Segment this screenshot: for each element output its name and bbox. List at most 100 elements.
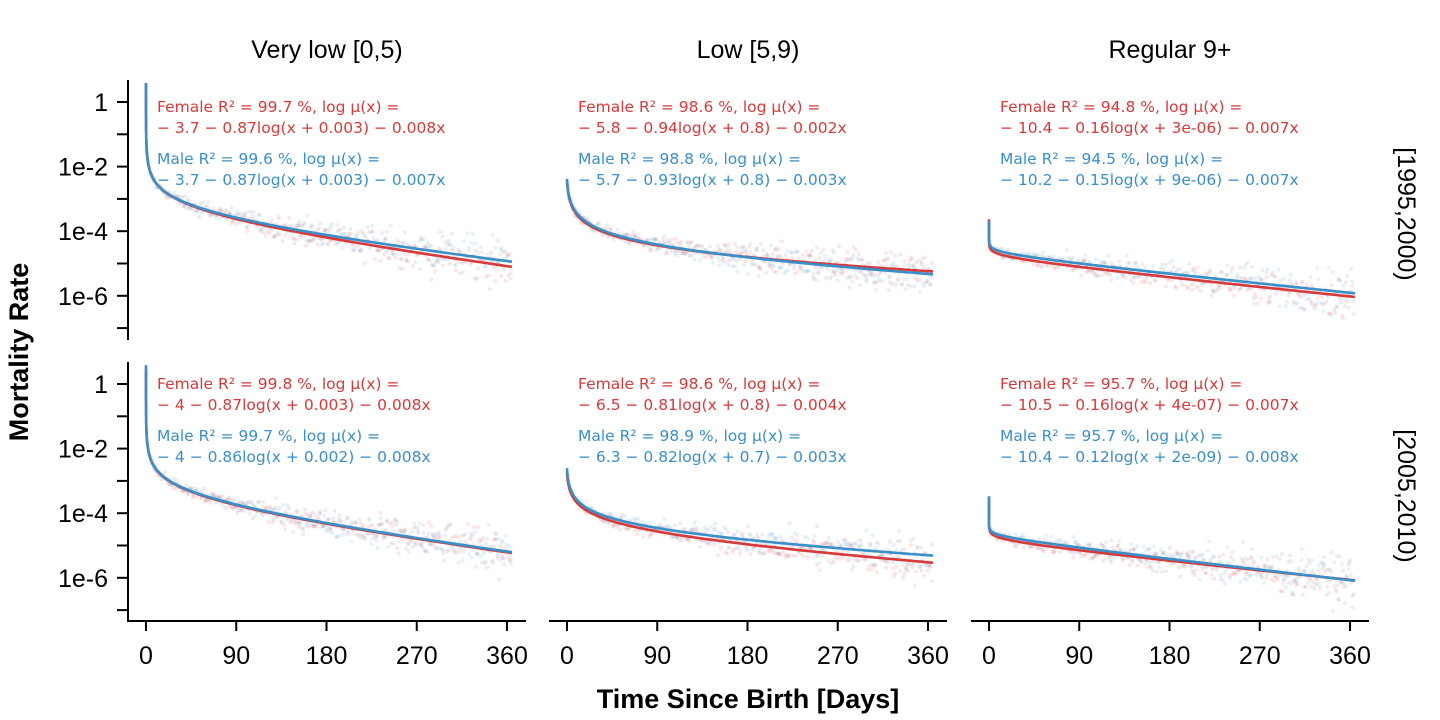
data-point bbox=[1325, 584, 1330, 589]
data-point bbox=[1037, 252, 1042, 257]
data-point bbox=[781, 262, 786, 266]
data-point bbox=[1222, 571, 1227, 576]
data-point bbox=[317, 510, 322, 515]
data-point bbox=[469, 240, 474, 245]
data-point bbox=[1294, 281, 1299, 286]
x-tick-label: 270 bbox=[396, 642, 438, 670]
data-point bbox=[749, 262, 754, 267]
data-point bbox=[288, 520, 293, 525]
data-point bbox=[790, 255, 795, 260]
data-point bbox=[1295, 581, 1300, 586]
data-point bbox=[206, 199, 211, 204]
data-point bbox=[1333, 310, 1338, 315]
data-point bbox=[383, 528, 388, 532]
data-point bbox=[692, 257, 697, 262]
data-point bbox=[843, 542, 848, 547]
data-point bbox=[921, 264, 926, 269]
data-point bbox=[1341, 584, 1346, 589]
data-point bbox=[1310, 558, 1314, 563]
data-point bbox=[921, 284, 926, 289]
data-point bbox=[1319, 560, 1324, 565]
data-point bbox=[1087, 543, 1092, 548]
data-point bbox=[370, 522, 375, 527]
data-point bbox=[872, 280, 877, 285]
data-point bbox=[828, 541, 832, 546]
data-point bbox=[1117, 548, 1122, 552]
data-point bbox=[1091, 269, 1095, 274]
data-point bbox=[418, 543, 423, 547]
data-point bbox=[1238, 579, 1243, 584]
data-point bbox=[1046, 254, 1051, 259]
data-point bbox=[873, 546, 878, 550]
data-point bbox=[392, 517, 397, 522]
data-point bbox=[715, 553, 720, 558]
data-point bbox=[315, 242, 320, 247]
data-point bbox=[1083, 258, 1088, 263]
data-point bbox=[182, 194, 187, 199]
data-point bbox=[1190, 569, 1195, 573]
data-point bbox=[1252, 276, 1257, 281]
data-point bbox=[787, 553, 792, 558]
data-point bbox=[1289, 559, 1294, 564]
data-point bbox=[1208, 268, 1213, 273]
data-point bbox=[1141, 544, 1146, 549]
data-point bbox=[792, 531, 797, 536]
data-point bbox=[270, 520, 275, 525]
data-point bbox=[1092, 554, 1097, 559]
data-point bbox=[1310, 283, 1314, 288]
data-point bbox=[427, 258, 432, 263]
data-point bbox=[1100, 543, 1105, 548]
data-point bbox=[722, 260, 727, 265]
data-point bbox=[379, 522, 384, 527]
data-point bbox=[619, 515, 624, 520]
data-point bbox=[803, 534, 808, 539]
data-point bbox=[1031, 545, 1035, 550]
data-point bbox=[467, 245, 471, 250]
data-point bbox=[1040, 264, 1045, 269]
data-point bbox=[1261, 564, 1266, 569]
data-point bbox=[390, 524, 395, 529]
data-point bbox=[869, 271, 874, 276]
data-point bbox=[452, 263, 457, 268]
data-point bbox=[1203, 271, 1208, 276]
y-axis-title: Mortality Rate bbox=[4, 263, 34, 442]
data-point bbox=[847, 558, 852, 563]
data-point bbox=[1210, 288, 1215, 293]
data-point bbox=[745, 272, 750, 276]
data-point bbox=[748, 552, 753, 557]
data-point bbox=[1269, 577, 1274, 582]
data-point bbox=[253, 513, 258, 518]
data-point bbox=[718, 532, 723, 537]
data-point bbox=[383, 236, 388, 240]
data-point bbox=[633, 233, 638, 238]
data-point bbox=[427, 242, 432, 247]
data-point bbox=[195, 209, 200, 214]
data-point bbox=[1154, 569, 1159, 574]
data-point bbox=[902, 259, 907, 264]
data-point bbox=[311, 524, 316, 529]
data-point bbox=[482, 264, 487, 269]
data-point bbox=[417, 521, 422, 526]
data-point bbox=[1246, 557, 1251, 562]
data-point bbox=[1124, 253, 1129, 258]
data-point bbox=[787, 521, 792, 526]
data-point bbox=[765, 253, 770, 258]
data-point bbox=[330, 531, 335, 536]
data-point bbox=[383, 237, 388, 242]
data-point bbox=[835, 278, 840, 283]
data-point bbox=[898, 539, 903, 544]
data-point bbox=[444, 526, 449, 530]
data-point bbox=[1325, 295, 1330, 300]
data-point bbox=[1270, 270, 1275, 275]
data-point bbox=[718, 546, 723, 551]
data-point bbox=[463, 532, 468, 537]
data-point bbox=[321, 241, 325, 246]
data-point bbox=[710, 260, 715, 265]
data-point bbox=[1166, 552, 1171, 557]
data-point bbox=[1071, 534, 1076, 539]
data-point bbox=[1109, 261, 1114, 266]
data-point bbox=[264, 229, 269, 234]
data-point bbox=[1224, 272, 1228, 277]
data-point bbox=[636, 236, 641, 241]
